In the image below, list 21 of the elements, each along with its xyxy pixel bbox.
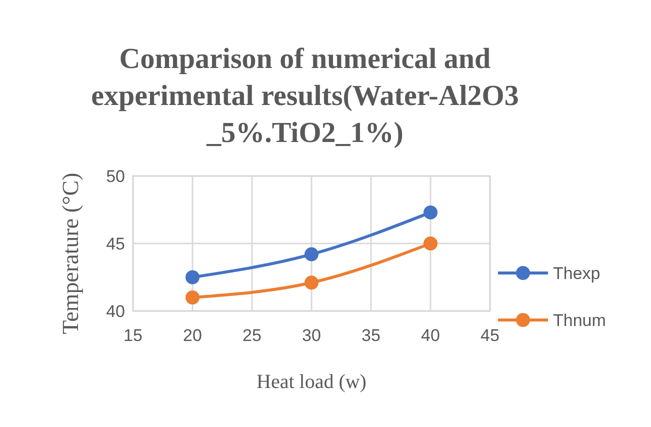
y-tick-label: 40 — [106, 302, 125, 321]
y-axis-title: Temperature (°C) — [58, 172, 83, 334]
x-tick-label: 40 — [421, 326, 440, 345]
point — [186, 290, 200, 304]
y-tick-label: 45 — [106, 234, 125, 254]
legend-label: Thnum — [553, 311, 606, 330]
point — [424, 205, 438, 220]
legend-label: Thexp — [553, 264, 600, 283]
x-tick-label: 35 — [362, 326, 380, 345]
x-tick-label: 25 — [242, 326, 262, 345]
point — [186, 270, 200, 284]
x-tick-label: 15 — [124, 326, 142, 345]
point — [304, 276, 318, 290]
y-tick-label: 50 — [106, 167, 125, 186]
x-tick-label: 20 — [183, 326, 202, 345]
point — [424, 236, 438, 250]
x-tick-label: 45 — [480, 326, 500, 345]
point — [304, 247, 318, 262]
chart-title: Comparison of numerical and experimental results(Water-Al2O3 _5%.TiO2_1%) — [91, 43, 519, 149]
x-axis-title: Heat load (w) — [256, 371, 366, 393]
x-tick-label: 30 — [302, 326, 321, 345]
